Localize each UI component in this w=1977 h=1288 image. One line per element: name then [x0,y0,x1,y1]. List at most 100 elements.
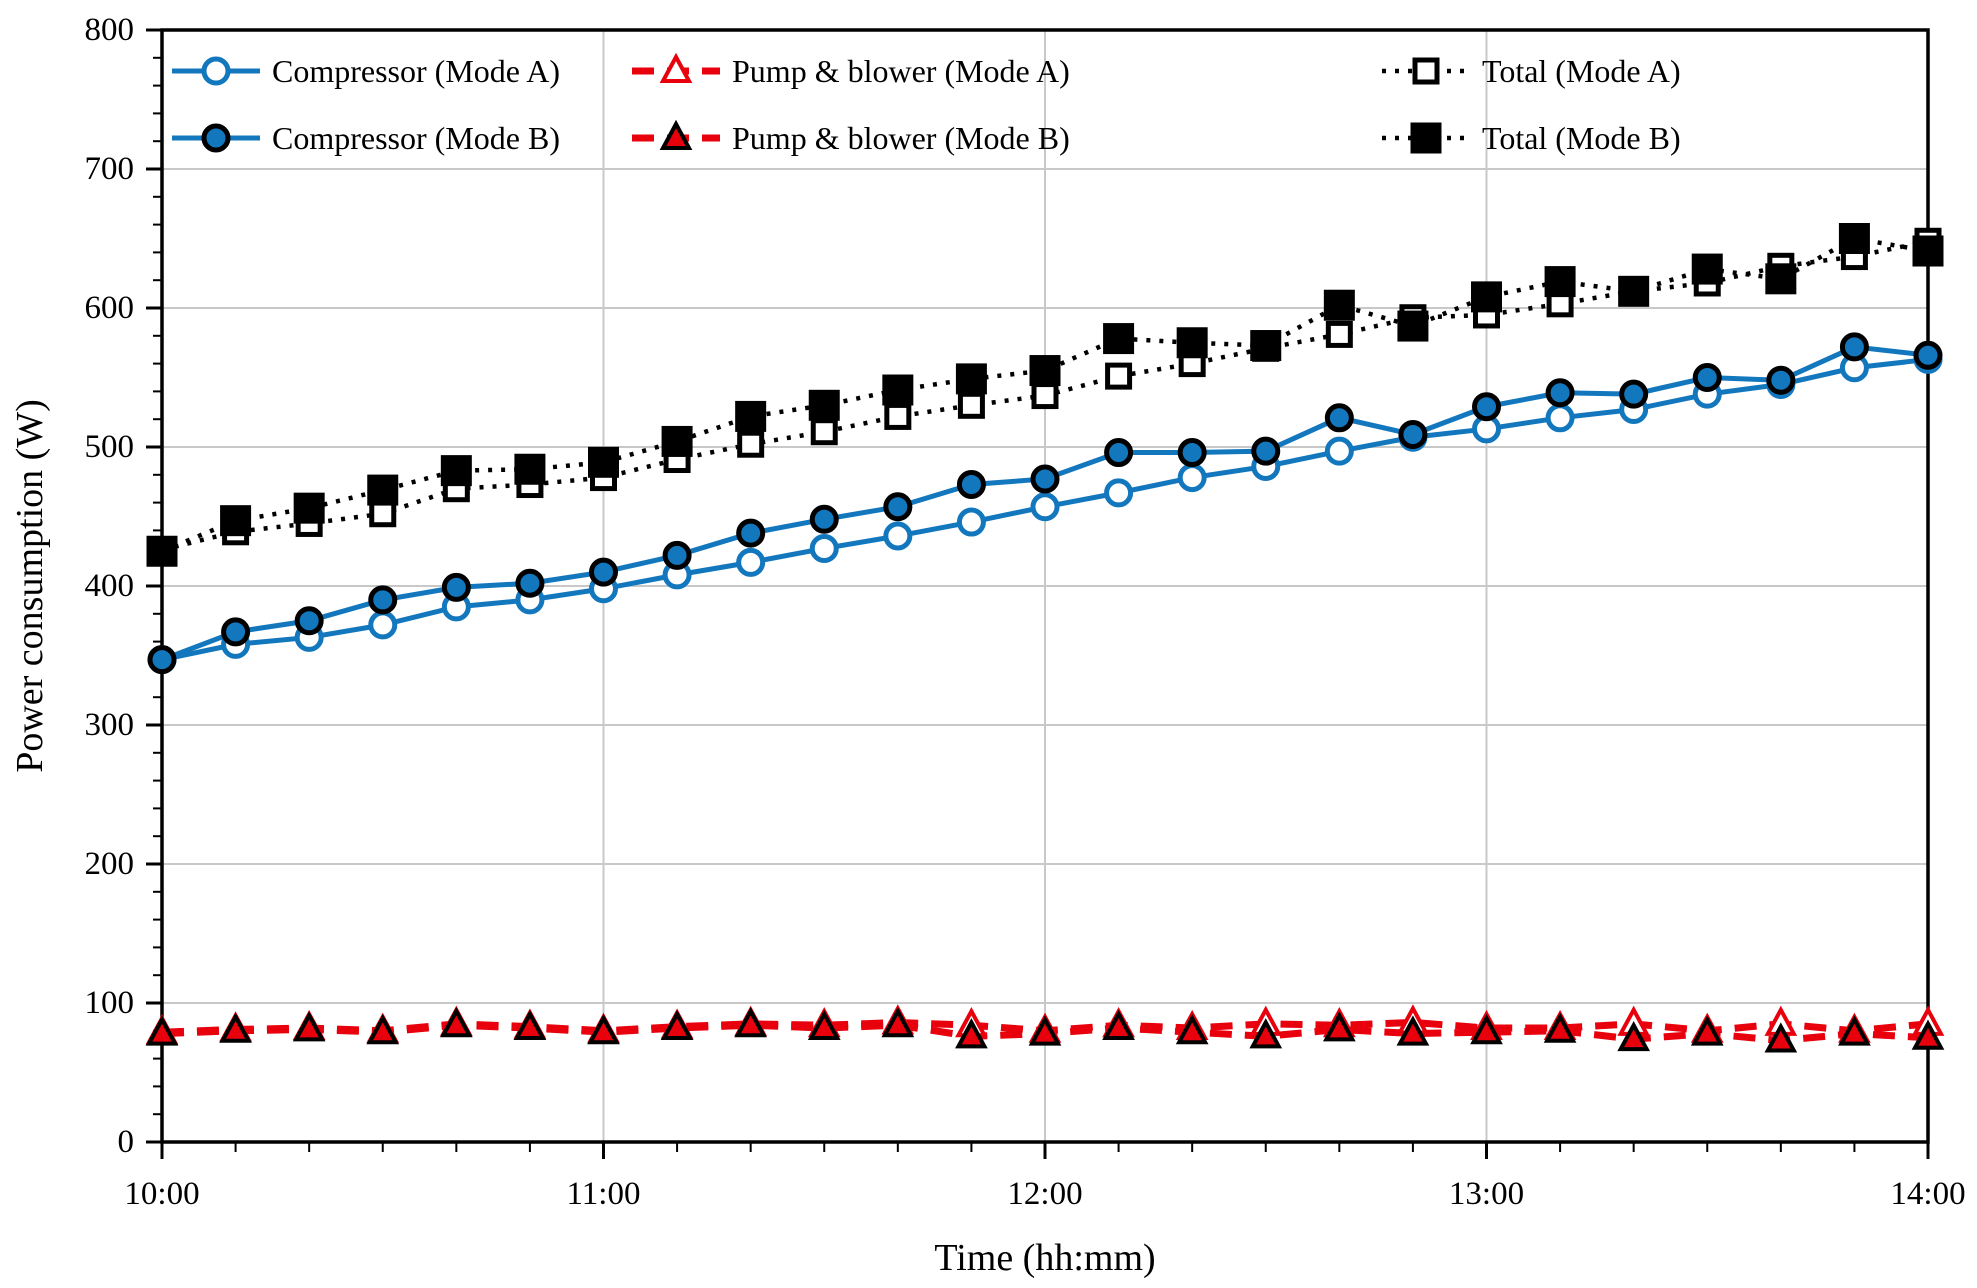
marker-compressor-mode-b [1913,340,1943,370]
marker-total-mode-b [661,425,693,457]
marker-compressor-mode-b [1619,379,1649,409]
marker-compressor-mode-b [1472,392,1501,422]
marker-pump-blower-mode-b [1322,1011,1356,1042]
marker-total-mode-a [1031,382,1059,410]
marker-total-mode-b [1397,310,1429,342]
marker-compressor-mode-a [883,521,913,551]
marker-total-mode-b [440,455,472,487]
marker-total-mode-b [955,363,987,395]
marker-compressor-mode-b [1104,438,1134,468]
marker-total-mode-b [1765,263,1797,295]
marker-compressor-mode-b [1177,438,1207,468]
marker-total-mode-b [1471,281,1502,313]
axes: 0 100 200 300 400 500 600 700 800 10:00 11:00 12:00… [85,12,1966,1212]
marker-pump-blower-mode-b [1690,1015,1724,1046]
marker-pump-blower-mode-b [1838,1015,1871,1046]
marker-compressor-mode-a [368,610,398,640]
marker-compressor-mode-a [809,533,839,563]
marker-total-mode-a [810,418,838,446]
marker-total-mode-b [882,374,914,406]
marker-total-mode-a [369,500,397,528]
x-tick-label: 10:00 [124,1176,199,1212]
x-tick-label: 14:00 [1890,1176,1965,1212]
marker-compressor-mode-b [147,645,177,675]
legend-item-pump-blower-mode-b: Pump & blower (Mode B) [632,119,1070,156]
marker-pump-blower-mode-b [219,1012,252,1043]
marker-total-mode-b [1838,223,1870,254]
legend-item-compressor-mode-b: Compressor (Mode B) [172,120,560,156]
marker-pump-blower-mode-b [366,1013,400,1045]
marker-compressor-mode-a [1104,478,1134,508]
marker-total-mode-a [737,430,765,458]
marker-compressor-mode-a [1324,436,1354,466]
marker-total-mode-b [588,446,619,478]
marker-total-mode-b [1618,275,1650,307]
marker-compressor-mode-b [515,568,545,598]
marker-pump-blower-mode-b [659,119,693,150]
y-tick-label: 500 [85,429,135,465]
legend-label: Pump & blower (Mode B) [732,120,1070,156]
marker-pump-blower-mode-b [1249,1018,1283,1049]
marker-pump-blower-mode-b [1102,1009,1135,1041]
marker-compressor-mode-a [1177,463,1207,493]
marker-pump-blower-mode-b [660,1009,694,1041]
marker-total-mode-a [1105,362,1133,390]
marker-compressor-mode-b [589,557,618,587]
marker-pump-blower-mode-b [292,1011,326,1042]
legend-item-compressor-mode-a: Compressor (Mode A) [172,53,560,89]
legend-label: Pump & blower (Mode A) [732,53,1070,89]
marker-compressor-mode-b [662,540,692,570]
marker-pump-blower-mode-b [807,1009,841,1041]
marker-total-mode-b [514,453,546,485]
marker-compressor-mode-b [1839,332,1869,362]
marker-compressor-mode-b [809,504,839,534]
legend-label: Total (Mode A) [1482,53,1681,89]
marker-pump-blower-mode-b [734,1007,768,1038]
marker-pump-blower-mode-b [1911,1019,1945,1050]
marker-total-mode-b [1912,235,1944,267]
marker-compressor-mode-b [1692,363,1722,392]
y-tick-label: 100 [85,985,135,1021]
marker-compressor-mode-a [201,56,231,86]
marker-total-mode-b [1250,330,1282,362]
marker-pump-blower-mode-b [439,1007,473,1038]
x-tick-label: 13:00 [1449,1176,1524,1212]
marker-total-mode-b [1691,253,1723,285]
y-tick-label: 800 [85,12,135,48]
marker-pump-blower-mode-b [513,1009,547,1041]
marker-total-mode-b [1029,355,1061,387]
marker-pump-blower-mode-b [1617,1020,1651,1052]
marker-pump-blower-mode-b [881,1007,915,1038]
y-tick-label: 0 [118,1124,135,1160]
marker-total-mode-b [1323,289,1355,321]
data-series [145,223,1945,1053]
legend-item-total-mode-a: Total (Mode A) [1382,53,1681,89]
series-markers-pump-blower-mode-b [145,1007,1945,1053]
marker-total-mode-b [1176,327,1208,359]
legend-item-total-mode-b: Total (Mode B) [1382,120,1681,156]
y-tick-label: 200 [85,846,135,882]
y-tick-label: 400 [85,568,135,604]
marker-compressor-mode-b [1324,403,1354,433]
marker-pump-blower-mode-b [1028,1015,1062,1046]
marker-pump-blower-mode-a [659,52,693,83]
series-markers-compressor-mode-b [147,332,1943,675]
marker-compressor-mode-b [883,492,913,522]
marker-pump-blower-mode-b [587,1013,620,1045]
marker-total-mode-b [1410,122,1442,154]
marker-compressor-mode-b [1251,436,1281,466]
marker-pump-blower-mode-b [1470,1013,1503,1045]
y-tick-label: 300 [85,707,135,743]
marker-pump-blower-mode-b [1175,1013,1209,1045]
marker-pump-blower-mode-b [1543,1012,1577,1043]
marker-compressor-mode-b [441,572,471,602]
marker-pump-blower-mode-b [1764,1022,1798,1053]
marker-compressor-mode-b [956,470,986,500]
legend-label: Compressor (Mode B) [272,120,560,156]
marker-total-mode-b [367,474,399,506]
marker-total-mode-b [1103,323,1135,355]
marker-compressor-mode-a [956,507,986,537]
marker-compressor-mode-b [368,585,398,615]
